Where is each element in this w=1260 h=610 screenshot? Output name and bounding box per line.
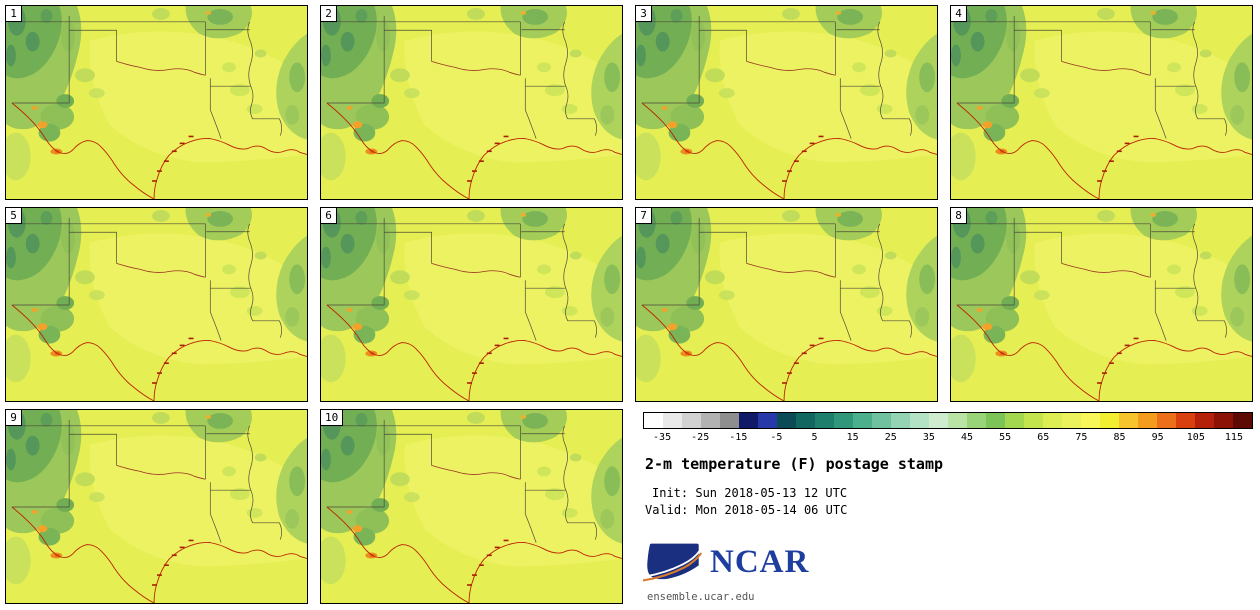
ncar-logo: NCAR [643,540,809,584]
valid-time: Valid: Mon 2018-05-14 06 UTC [645,503,848,517]
forecast-panel: 5 [5,207,308,402]
panel-label: 1 [6,6,22,22]
panel-label: 3 [636,6,652,22]
temperature-map [6,208,307,401]
colorbar [643,412,1253,429]
colorbar-tick: 95 [1151,432,1164,443]
colorbar-tick: 5 [811,432,818,443]
colorbar-tick: 35 [922,432,935,443]
colorbar-segment [739,413,758,428]
colorbar-segment [1043,413,1062,428]
colorbar-segment [1119,413,1138,428]
colorbar-segment [986,413,1005,428]
colorbar-segment [872,413,891,428]
colorbar-tick: -35 [653,432,672,443]
colorbar-segment [777,413,796,428]
colorbar-tick: -25 [691,432,710,443]
ncar-wordmark: NCAR [710,543,810,580]
colorbar-tick: 25 [884,432,897,443]
colorbar-segment [834,413,853,428]
colorbar-ticks: -35 -25 -15 -5 5 15 25 35 45 55 65 75 85 95 105 115 [643,432,1253,445]
forecast-panel: 3 [635,5,938,200]
panel-label: 7 [636,208,652,224]
temperature-map [6,6,307,199]
colorbar-segment [682,413,701,428]
colorbar-segment [910,413,929,428]
colorbar-segment [663,413,682,428]
temperature-map [6,410,307,603]
panel-label: 2 [321,6,337,22]
colorbar-segment [1176,413,1195,428]
colorbar-tick: -5 [770,432,783,443]
panel-label: 9 [6,410,22,426]
colorbar-tick: 75 [1075,432,1088,443]
colorbar-segment [1005,413,1024,428]
forecast-panel: 1 [5,5,308,200]
colorbar-tick: 85 [1113,432,1126,443]
forecast-panel: 10 [320,409,623,604]
colorbar-segment [929,413,948,428]
temperature-map [321,410,622,603]
temperature-map [636,208,937,401]
colorbar-tick: 65 [1037,432,1050,443]
colorbar-tick: 15 [846,432,859,443]
temperature-map [951,208,1252,401]
forecast-panel: 4 [950,5,1253,200]
temperature-map [636,6,937,199]
panel-label: 6 [321,208,337,224]
colorbar-segment [796,413,815,428]
colorbar-tick: 45 [961,432,974,443]
forecast-panel: 2 [320,5,623,200]
forecast-panel: 9 [5,409,308,604]
colorbar-tick: -15 [729,432,748,443]
forecast-panel: 6 [320,207,623,402]
colorbar-tick: 55 [999,432,1012,443]
chart-title: 2-m temperature (F) postage stamp [645,455,944,473]
timestamp-block: Init: Sun 2018-05-13 12 UTC Valid: Mon 2… [645,485,847,519]
temperature-map [321,208,622,401]
panel-label: 5 [6,208,22,224]
colorbar-segment [758,413,777,428]
colorbar-segment [1157,413,1176,428]
colorbar-segment [1081,413,1100,428]
colorbar-tick: 115 [1224,432,1243,443]
colorbar-segment [644,413,663,428]
colorbar-segment [815,413,834,428]
ncar-logo-icon [643,543,703,582]
colorbar-segment [1062,413,1081,428]
forecast-panel: 7 [635,207,938,402]
colorbar-segment [1100,413,1119,428]
panel-label: 4 [951,6,967,22]
info-panel: -35 -25 -15 -5 5 15 25 35 45 55 65 75 85 95 105 115 2-m… [635,409,1253,604]
panel-label: 8 [951,208,967,224]
colorbar-segment [1024,413,1043,428]
colorbar-segment [1214,413,1233,428]
colorbar-segment [701,413,720,428]
temperature-map [951,6,1252,199]
temperature-map [321,6,622,199]
init-time: Init: Sun 2018-05-13 12 UTC [652,486,848,500]
panel-label: 10 [321,410,344,426]
colorbar-segment [967,413,986,428]
colorbar-tick: 105 [1186,432,1205,443]
colorbar-segment [891,413,910,428]
colorbar-segment [720,413,739,428]
colorbar-segment [1233,413,1252,428]
site-url: ensemble.ucar.edu [647,591,755,603]
colorbar-segment [1195,413,1214,428]
forecast-panel: 8 [950,207,1253,402]
colorbar-segment [853,413,872,428]
colorbar-segment [948,413,967,428]
colorbar-segment [1138,413,1157,428]
